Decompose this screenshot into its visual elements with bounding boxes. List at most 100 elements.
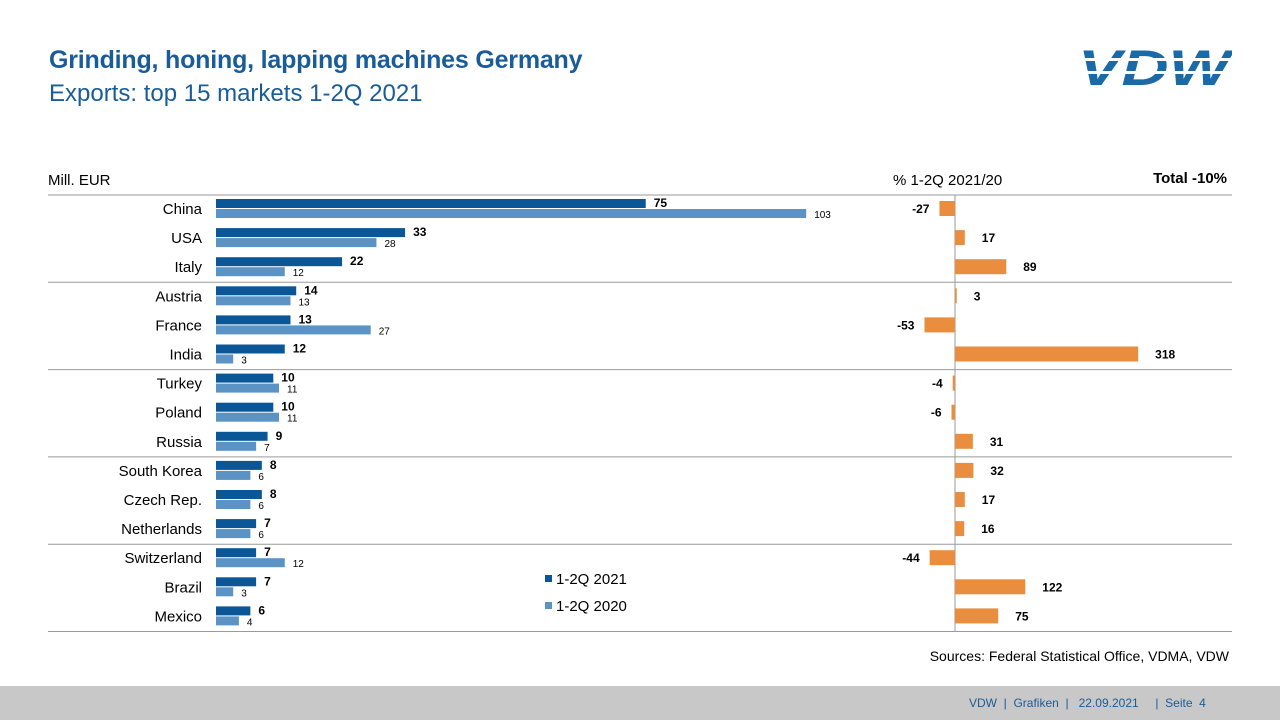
- percent-change-label: 17: [982, 493, 996, 507]
- footer-bar: VDW | Grafiken | 22.09.2021 | Seite 4: [0, 686, 1280, 720]
- value-label-2021: 7: [264, 574, 271, 588]
- footer-org: VDW: [969, 696, 997, 710]
- value-label-2020: 103: [814, 210, 831, 221]
- value-label-2021: 10: [281, 400, 295, 414]
- value-label-2020: 28: [384, 239, 396, 250]
- value-label-2021: 75: [654, 196, 668, 210]
- value-label-2020: 6: [258, 501, 264, 512]
- percent-change-bar: [955, 492, 965, 507]
- percent-change-bar: [955, 521, 965, 537]
- chart-title: Grinding, honing, lapping machines Germa…: [49, 46, 583, 74]
- bar-2021: [216, 431, 268, 441]
- value-label-2020: 27: [379, 326, 391, 337]
- percent-change-label: 89: [1023, 260, 1037, 274]
- bar-2020: [216, 558, 285, 568]
- bar-2020: [216, 209, 807, 218]
- percent-change-bar: [952, 375, 955, 391]
- bar-2021: [216, 315, 291, 325]
- percent-change-label: 318: [1155, 348, 1175, 362]
- bar-2021: [216, 199, 646, 208]
- vdw-logo: VDW: [1076, 44, 1232, 90]
- value-label-2020: 3: [241, 588, 247, 599]
- bar-2021: [216, 257, 343, 267]
- footer-date: 22.09.2021: [1078, 696, 1139, 710]
- bar-2021: [216, 548, 257, 558]
- percent-change-bar: [955, 579, 1026, 595]
- bar-2021: [216, 228, 406, 238]
- footer-page-number: 4: [1199, 696, 1206, 710]
- legend-label: 1-2Q 2021: [556, 571, 627, 588]
- value-label-2021: 9: [276, 429, 283, 443]
- percent-change-bar: [929, 550, 955, 566]
- bar-2020: [216, 587, 234, 597]
- bar-2020: [216, 529, 251, 539]
- percent-change-label: -53: [897, 318, 915, 332]
- value-label-2021: 33: [413, 225, 427, 239]
- value-label-2020: 12: [293, 268, 305, 279]
- value-label-2020: 3: [241, 356, 247, 367]
- value-label-2021: 6: [258, 603, 265, 617]
- category-label: France: [155, 317, 202, 334]
- footer-text: VDW | Grafiken | 22.09.2021 | Seite 4: [969, 696, 1206, 710]
- bar-2020: [216, 441, 257, 451]
- total-change-label: Total -10%: [1153, 170, 1227, 187]
- value-label-2020: 7: [264, 443, 270, 454]
- value-label-2021: 22: [350, 254, 364, 268]
- value-label-2021: 10: [281, 371, 295, 385]
- category-label: Italy: [174, 259, 202, 276]
- value-label-2021: 8: [270, 458, 277, 472]
- vdw-logo-text: VDW: [1078, 44, 1232, 90]
- percent-change-bar: [955, 608, 999, 624]
- category-label: Russia: [156, 434, 203, 451]
- percent-change-bar: [955, 288, 957, 304]
- legend-swatch: [545, 575, 552, 582]
- value-label-2020: 4: [247, 617, 253, 628]
- footer-page-label: Seite: [1165, 696, 1193, 710]
- category-label: Austria: [155, 288, 202, 305]
- category-label: Netherlands: [121, 521, 202, 538]
- percent-change-bar: [955, 462, 974, 478]
- bar-2021: [216, 344, 285, 354]
- bar-2020: [216, 383, 280, 393]
- percent-change-label: -6: [931, 406, 942, 420]
- percent-change-label: 17: [982, 231, 996, 245]
- percent-change-header: % 1-2Q 2021/20: [893, 172, 1003, 189]
- bar-2021: [216, 577, 257, 587]
- bar-2020: [216, 238, 377, 248]
- value-label-2020: 12: [293, 559, 305, 570]
- bar-2021: [216, 373, 274, 383]
- bar-2020: [216, 616, 239, 626]
- percent-change-bar: [955, 433, 973, 449]
- value-label-2020: 6: [258, 530, 264, 541]
- category-label: Brazil: [164, 579, 202, 596]
- percent-change-label: 32: [990, 464, 1004, 478]
- chart-subtitle: Exports: top 15 markets 1-2Q 2021: [49, 80, 423, 107]
- bar-2020: [216, 470, 251, 480]
- bar-2020: [216, 354, 234, 364]
- percent-change-label: 31: [990, 435, 1004, 449]
- bar-2021: [216, 402, 274, 412]
- percent-change-label: 75: [1015, 609, 1029, 623]
- value-label-2020: 11: [287, 385, 298, 396]
- percent-change-label: 3: [974, 289, 981, 303]
- percent-change-label: 16: [981, 522, 995, 536]
- value-label-2021: 14: [304, 283, 318, 297]
- value-label-2021: 12: [293, 342, 307, 356]
- legend-label: 1-2Q 2020: [556, 598, 627, 615]
- bar-2021: [216, 519, 257, 529]
- footer-section: Grafiken: [1013, 696, 1059, 710]
- percent-change-bar: [955, 230, 965, 246]
- category-label: USA: [171, 230, 202, 247]
- bar-2021: [216, 490, 262, 499]
- bar-2021: [216, 460, 262, 470]
- bar-2020: [216, 325, 371, 335]
- category-label: Poland: [155, 405, 202, 422]
- percent-change-label: -27: [912, 202, 930, 216]
- source-note: Sources: Federal Statistical Office, VDM…: [929, 648, 1229, 664]
- category-label: Mexico: [154, 608, 202, 625]
- percent-change-bar: [955, 259, 1007, 275]
- percent-change-bar: [951, 404, 955, 420]
- percent-change-bar: [955, 346, 1139, 362]
- category-label: Turkey: [157, 376, 203, 393]
